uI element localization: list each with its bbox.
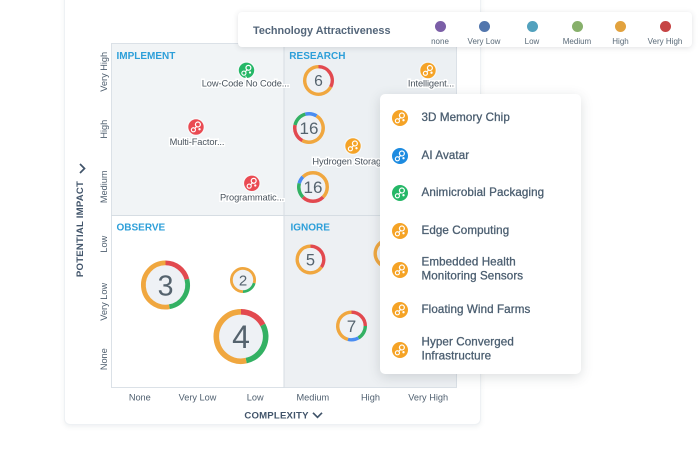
svg-text:OBSERVE: OBSERVE — [117, 223, 166, 234]
svg-text:16: 16 — [300, 119, 319, 138]
svg-text:6: 6 — [314, 73, 323, 90]
svg-text:Medium: Medium — [296, 393, 329, 403]
svg-text:Low: Low — [99, 235, 109, 252]
svg-text:16: 16 — [304, 178, 323, 197]
svg-text:4: 4 — [232, 319, 250, 355]
svg-text:RESEARCH: RESEARCH — [289, 51, 345, 62]
svg-text:3: 3 — [158, 270, 174, 302]
svg-text:IGNORE: IGNORE — [291, 223, 331, 234]
svg-text:None: None — [129, 393, 151, 403]
svg-text:POTENTIAL IMPACT: POTENTIAL IMPACT — [75, 181, 86, 277]
svg-text:IMPLEMENT: IMPLEMENT — [117, 51, 176, 62]
svg-text:Very Low: Very Low — [99, 283, 109, 321]
svg-text:2: 2 — [239, 272, 247, 289]
svg-text:High: High — [99, 120, 109, 139]
svg-text:Low-Code No Code...: Low-Code No Code... — [202, 79, 290, 89]
svg-text:Intelligent...: Intelligent... — [408, 79, 454, 89]
svg-text:5: 5 — [306, 251, 315, 269]
svg-text:Very High: Very High — [99, 52, 109, 92]
svg-text:Programmatic...: Programmatic... — [220, 193, 284, 203]
svg-text:None: None — [99, 348, 109, 370]
svg-text:7: 7 — [347, 317, 356, 336]
svg-text:Very Low: Very Low — [179, 393, 217, 403]
svg-text:Hydrogen Storage...: Hydrogen Storage... — [312, 157, 393, 167]
svg-text:Multi-Factor...: Multi-Factor... — [170, 137, 225, 147]
svg-text:Low: Low — [247, 393, 264, 403]
svg-text:COMPLEXITY: COMPLEXITY — [244, 410, 309, 421]
svg-text:High: High — [361, 393, 380, 403]
svg-text:Medium: Medium — [99, 170, 109, 203]
svg-text:Very High: Very High — [408, 393, 448, 403]
